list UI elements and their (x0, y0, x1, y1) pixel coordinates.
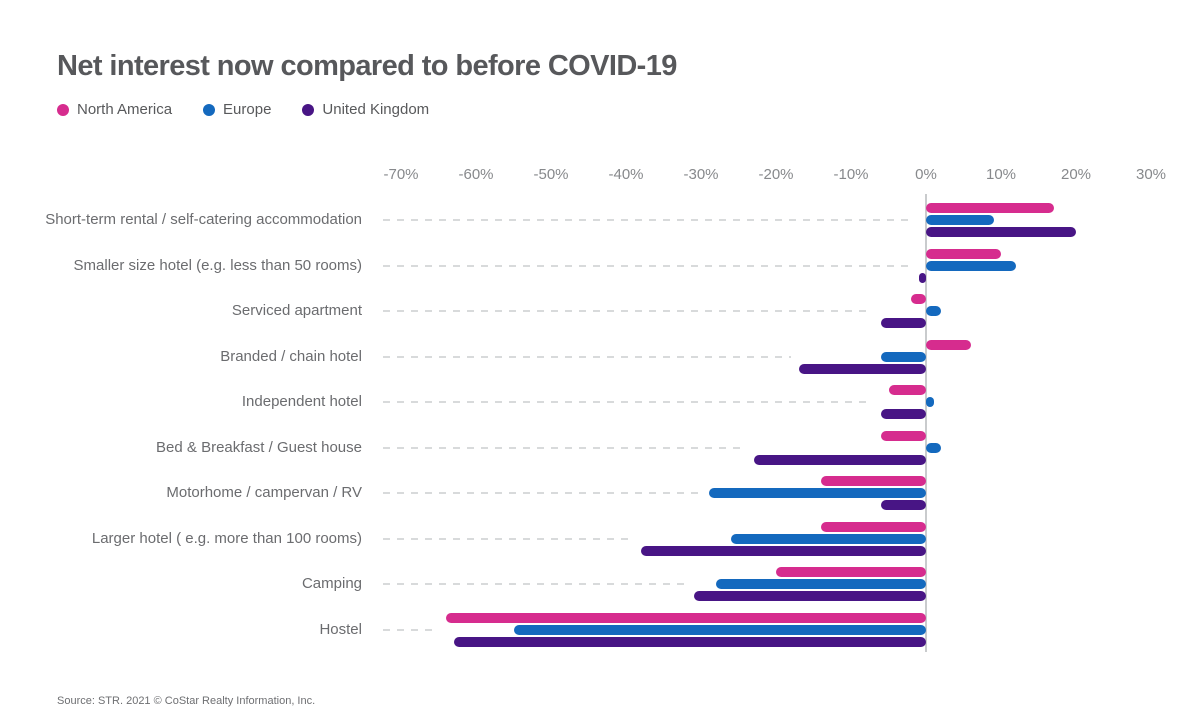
bar-united-kingdom (453, 636, 926, 647)
leader-line (383, 492, 701, 494)
x-axis-tick-label: -30% (683, 166, 719, 183)
bar-north-america (881, 430, 926, 441)
legend-dot-icon (203, 103, 216, 116)
x-axis-tick-label: -20% (758, 166, 794, 183)
category-label: Larger hotel ( e.g. more than 100 rooms) (91, 529, 362, 547)
bar-europe (716, 579, 926, 589)
bar-europe (731, 533, 926, 544)
legend-dot-icon (302, 103, 315, 116)
leader-line (383, 264, 908, 267)
leader-line (383, 401, 873, 403)
bar-united-kingdom (693, 591, 926, 601)
bar-north-america (776, 567, 926, 577)
leader-line (383, 310, 873, 312)
leader-line (383, 583, 686, 585)
bar-united-kingdom (798, 363, 926, 374)
x-axis-tick-label: 30% (1135, 166, 1167, 183)
bar-north-america (926, 203, 1054, 213)
x-axis-tick-label: -60% (458, 166, 494, 183)
bar-united-kingdom (881, 318, 926, 328)
zero-axis-line (925, 194, 927, 652)
bar-north-america (821, 521, 926, 532)
leader-line (383, 537, 633, 540)
bar-europe (926, 306, 941, 316)
category-label: Smaller size hotel (e.g. less than 50 ro… (73, 256, 362, 274)
category-label: Independent hotel (241, 393, 362, 410)
source-text: Source: STR. 2021 © CoStar Realty Inform… (57, 695, 316, 707)
bar-north-america (926, 248, 1001, 259)
bar-europe (708, 488, 926, 498)
x-axis-tick-label: -70% (383, 166, 419, 183)
bar-united-kingdom (641, 545, 926, 556)
legend-dot-icon (57, 103, 69, 116)
legend-item-1: North America (57, 101, 172, 118)
bar-united-kingdom (881, 500, 926, 510)
bar-north-america (926, 339, 971, 350)
category-label: Bed & Breakfast / Guest house (156, 438, 362, 456)
bar-north-america (888, 385, 926, 395)
x-axis-tick-label: -40% (608, 166, 644, 183)
x-axis-tick-label: 20% (1060, 166, 1092, 183)
leader-line (383, 355, 791, 358)
category-label: Branded / chain hotel (220, 347, 362, 365)
category-label: Short-term rental / self-catering accomm… (45, 211, 362, 228)
legend-item-3: United Kingdom (302, 101, 429, 118)
bar-europe (926, 442, 941, 453)
legend-item-2: Europe (203, 101, 271, 118)
bar-united-kingdom (881, 409, 926, 419)
leader-line (383, 219, 908, 221)
x-axis-tick-label: 0% (915, 166, 937, 183)
bar-united-kingdom (753, 454, 926, 465)
leader-line (383, 628, 438, 631)
legend-label: United Kingdom (322, 101, 430, 118)
category-label: Hostel (319, 620, 362, 638)
bar-north-america (911, 294, 926, 304)
bar-north-america (446, 612, 926, 623)
chart-title: Net interest now compared to before COVI… (57, 50, 677, 82)
legend-label: North America (77, 101, 173, 118)
legend-label: Europe (223, 101, 272, 118)
bar-north-america (821, 476, 926, 486)
bar-europe (513, 624, 926, 635)
bar-united-kingdom (926, 227, 1076, 237)
legend: North America Europe United Kingdom (57, 101, 429, 118)
bar-europe (926, 397, 934, 407)
x-axis-tick-label: 10% (985, 166, 1017, 183)
x-axis-tick-label: -50% (533, 166, 569, 183)
bar-united-kingdom (918, 272, 926, 283)
category-label: Camping (301, 575, 362, 592)
bar-europe (881, 351, 926, 362)
bar-europe (926, 215, 994, 225)
bar-europe (926, 260, 1016, 271)
leader-line (383, 446, 746, 449)
x-axis-tick-label: -10% (833, 166, 869, 183)
category-label: Serviced apartment (231, 302, 362, 319)
category-label: Motorhome / campervan / RV (166, 484, 362, 501)
